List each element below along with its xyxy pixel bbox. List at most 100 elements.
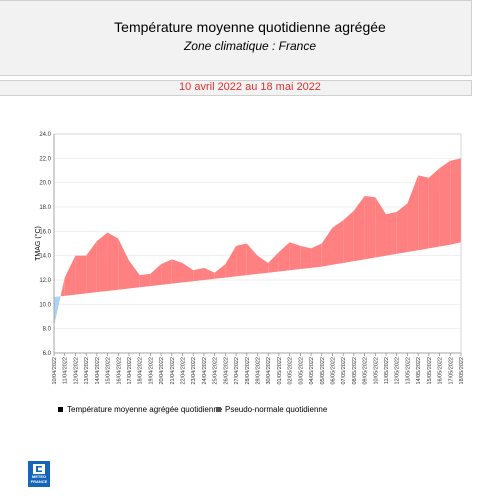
above-normal-area	[193, 267, 204, 282]
above-normal-area	[60, 277, 65, 297]
date-range-label: 10 avril 2022 au 18 mai 2022	[179, 81, 321, 93]
x-tick-label: 13/04/2022	[84, 357, 90, 385]
legend-label-normal: Pseudo-normale quotidienne	[225, 405, 328, 414]
above-normal-area	[246, 243, 258, 276]
y-tick-label: 10.0	[39, 302, 51, 308]
x-tick-label: 06/05/2022	[330, 357, 336, 385]
above-normal-area	[75, 255, 87, 295]
x-tick-label: 09/05/2022	[363, 357, 369, 385]
above-normal-area	[86, 241, 97, 294]
above-normal-area	[407, 175, 419, 253]
legend-label-temperature: Température moyenne agrégée quotidienne	[67, 405, 223, 414]
chart-subtitle: Zone climatique : France	[183, 39, 317, 53]
logo-text: METEO FRANCE	[30, 474, 48, 484]
y-tick-label: 20.0	[39, 181, 51, 187]
x-tick-label: 19/04/2022	[148, 357, 154, 385]
above-normal-area	[107, 232, 119, 291]
above-normal-area	[353, 196, 365, 262]
y-tick-label: 22.0	[39, 156, 51, 162]
x-tick-label: 30/04/2022	[266, 357, 272, 385]
above-normal-area	[257, 255, 269, 274]
x-tick-label: 14/04/2022	[95, 357, 101, 385]
above-normal-area	[289, 242, 301, 271]
above-normal-area	[64, 255, 76, 296]
above-normal-area	[321, 227, 333, 267]
above-normal-area	[332, 220, 344, 265]
x-tick-label: 15/04/2022	[106, 357, 112, 385]
x-tick-label: 14/05/2022	[416, 357, 422, 385]
above-normal-area	[236, 243, 247, 277]
x-tick-label: 18/05/2022	[459, 357, 465, 385]
date-range-panel	[0, 80, 472, 96]
below-normal-area	[54, 296, 61, 327]
above-normal-area	[364, 196, 376, 260]
x-tick-label: 08/05/2022	[352, 357, 358, 385]
above-normal-area	[386, 211, 397, 256]
above-normal-area	[396, 203, 408, 254]
above-normal-area	[418, 175, 429, 251]
x-tick-label: 29/04/2022	[256, 357, 262, 385]
legend-swatch-normal	[216, 407, 221, 412]
above-normal-area	[375, 197, 387, 258]
x-tick-label: 18/04/2022	[138, 357, 144, 385]
x-tick-label: 11/05/2022	[384, 357, 390, 384]
x-tick-label: 23/04/2022	[191, 357, 197, 385]
x-tick-label: 11/04/2022	[63, 357, 69, 384]
chart-title: Température moyenne quotidienne agrégée	[114, 19, 386, 35]
x-tick-label: 26/04/2022	[223, 357, 229, 385]
y-tick-label: 24.0	[39, 132, 51, 138]
above-normal-area	[300, 245, 312, 270]
above-normal-area	[150, 264, 162, 287]
above-normal-area	[439, 160, 451, 247]
x-tick-label: 12/04/2022	[73, 357, 79, 385]
meteo-france-icon	[33, 464, 45, 474]
x-tick-label: 16/04/2022	[116, 357, 122, 385]
x-tick-label: 22/04/2022	[181, 357, 187, 385]
x-tick-label: 20/04/2022	[159, 357, 165, 385]
above-normal-area	[225, 245, 237, 278]
x-tick-label: 02/05/2022	[288, 357, 294, 385]
x-tick-label: 17/05/2022	[448, 357, 454, 385]
x-tick-label: 28/04/2022	[245, 357, 251, 385]
above-normal-area	[128, 260, 140, 289]
above-normal-area	[96, 232, 108, 293]
above-normal-area	[118, 238, 129, 290]
x-tick-label: 25/04/2022	[213, 357, 219, 385]
above-normal-area	[450, 158, 461, 245]
above-normal-area	[203, 267, 215, 280]
x-tick-label: 04/05/2022	[309, 357, 315, 385]
x-tick-label: 07/05/2022	[341, 357, 347, 385]
y-tick-label: 12.0	[39, 278, 51, 284]
above-normal-area	[428, 168, 440, 249]
y-axis-title: TMAG (°C)	[34, 226, 42, 261]
above-normal-area	[278, 242, 290, 272]
meteo-france-logo: METEO FRANCE	[28, 461, 50, 487]
x-tick-label: 21/04/2022	[170, 357, 176, 385]
legend-item-normal: Pseudo-normale quotidienne	[216, 405, 327, 414]
x-tick-label: 10/04/2022	[52, 357, 58, 385]
y-tick-label: 16.0	[39, 229, 51, 235]
x-tick-label: 13/05/2022	[405, 357, 411, 385]
above-normal-area	[343, 210, 354, 263]
x-tick-label: 24/04/2022	[202, 357, 208, 385]
above-normal-area	[139, 273, 151, 288]
y-tick-label: 8.0	[43, 327, 52, 333]
above-normal-area	[171, 259, 183, 284]
above-normal-area	[268, 252, 279, 273]
x-tick-label: 15/05/2022	[427, 357, 433, 385]
y-tick-label: 18.0	[39, 205, 51, 211]
legend-swatch-temperature	[58, 407, 63, 412]
above-normal-area	[311, 243, 322, 268]
above-normal-area	[214, 264, 226, 279]
above-normal-area	[161, 259, 172, 285]
legend-item-temperature: Température moyenne agrégée quotidienne	[58, 405, 222, 414]
header-panel	[0, 0, 472, 76]
x-tick-label: 12/05/2022	[395, 357, 401, 385]
above-normal-area	[182, 262, 194, 283]
y-tick-label: 6.0	[43, 351, 52, 357]
x-tick-label: 27/04/2022	[234, 357, 240, 385]
x-tick-label: 01/05/2022	[277, 357, 283, 385]
x-tick-label: 17/04/2022	[127, 357, 133, 385]
x-tick-label: 03/05/2022	[298, 357, 304, 385]
